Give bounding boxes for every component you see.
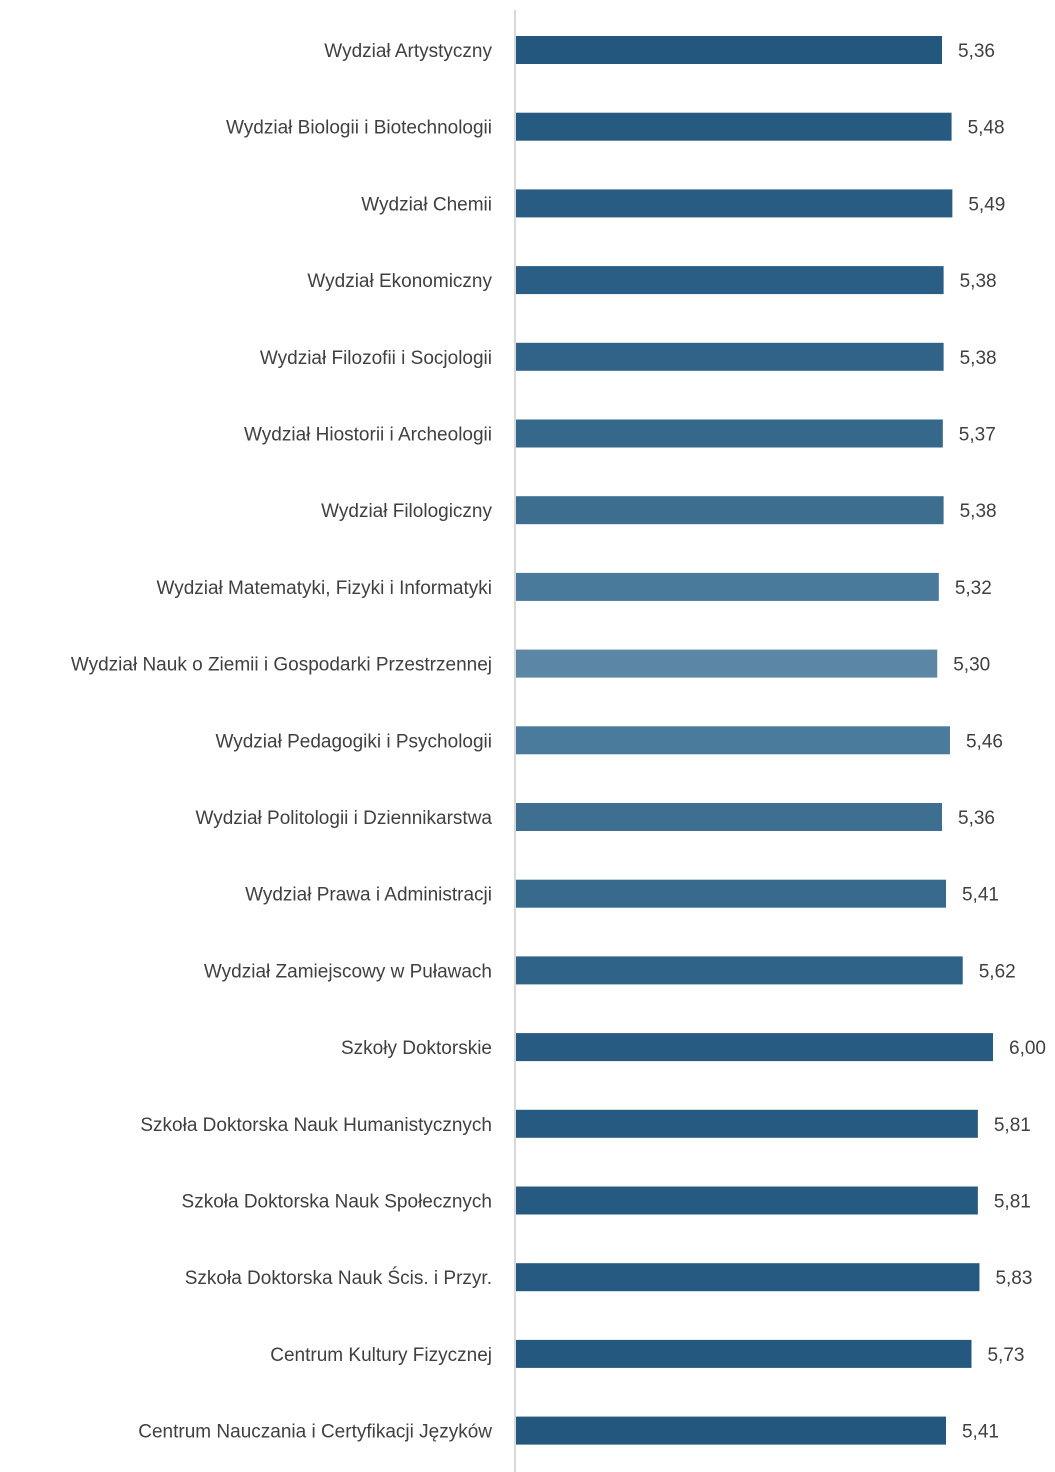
data-label: 5,81 bbox=[994, 1115, 1031, 1136]
data-label: 5,48 bbox=[968, 118, 1005, 139]
data-label: 5,37 bbox=[959, 425, 996, 446]
data-label: 5,36 bbox=[958, 41, 995, 62]
bar bbox=[515, 266, 944, 295]
category-label: Wydział Zamiejscowy w Puławach bbox=[204, 961, 492, 982]
data-label: 5,38 bbox=[960, 348, 997, 369]
bars-layer bbox=[515, 36, 993, 1445]
bar bbox=[515, 1263, 980, 1292]
category-label: Wydział Ekonomiczny bbox=[307, 271, 492, 292]
bar bbox=[515, 572, 939, 601]
data-label: 5,41 bbox=[962, 1422, 999, 1443]
category-label: Szkoła Doktorska Nauk Społecznych bbox=[182, 1192, 492, 1213]
bar bbox=[515, 342, 944, 371]
data-label: 5,83 bbox=[995, 1268, 1032, 1289]
data-label: 6,00 bbox=[1009, 1038, 1046, 1059]
category-label: Wydział Pedagogiki i Psychologii bbox=[215, 731, 492, 752]
data-label: 5,38 bbox=[960, 271, 997, 292]
bar bbox=[515, 879, 946, 908]
bar bbox=[515, 1416, 946, 1445]
category-label: Szkoła Doktorska Nauk Ścis. i Przyr. bbox=[185, 1267, 492, 1289]
bar bbox=[515, 803, 943, 831]
category-label: Wydział Biologii i Biotechnologii bbox=[226, 118, 492, 139]
category-label: Szkoły Doktorskie bbox=[341, 1038, 492, 1059]
bar bbox=[515, 419, 943, 448]
bar bbox=[515, 112, 952, 141]
value-labels-layer: 5,36 5,48 5,49 5,38 5,38 5,37 5,38 5,32 5,30 5,46… bbox=[953, 41, 1046, 1443]
data-label: 5,36 bbox=[958, 808, 995, 829]
category-label: Centrum Kultury Fizycznej bbox=[270, 1345, 492, 1366]
data-label: 5,38 bbox=[960, 501, 997, 522]
bar bbox=[515, 496, 944, 525]
category-labels-layer: Wydział Artystyczny Wydział Biologii i Bi… bbox=[71, 41, 493, 1443]
data-label: 5,62 bbox=[979, 961, 1016, 982]
bar bbox=[515, 1109, 978, 1138]
category-label: Wydział Nauk o Ziemii i Gospodarki Przes… bbox=[71, 655, 492, 676]
data-label: 5,32 bbox=[955, 578, 992, 599]
bar bbox=[515, 189, 953, 218]
category-label: Wydział Hiostorii i Archeologii bbox=[244, 425, 492, 446]
category-label: Wydział Artystyczny bbox=[324, 41, 492, 62]
data-label: 5,49 bbox=[968, 194, 1005, 215]
category-label: Wydział Filologiczny bbox=[321, 501, 492, 522]
bar bbox=[515, 956, 963, 985]
category-label: Centrum Nauczania i Certyfikacji Języków bbox=[138, 1422, 492, 1443]
category-label: Wydział Politologii i Dziennikarstwa bbox=[195, 808, 492, 829]
bar bbox=[515, 726, 950, 755]
data-label: 5,30 bbox=[953, 655, 990, 676]
category-label: Wydział Matematyki, Fizyki i Informatyki bbox=[156, 578, 492, 599]
category-label: Wydział Chemii bbox=[361, 194, 492, 215]
category-label: Wydział Filozofii i Socjologii bbox=[260, 348, 492, 369]
data-label: 5,73 bbox=[987, 1345, 1024, 1366]
bar bbox=[515, 36, 943, 64]
data-label: 5,81 bbox=[994, 1192, 1031, 1213]
bar bbox=[515, 1186, 978, 1215]
category-label: Wydział Prawa i Administracji bbox=[245, 885, 492, 906]
bar bbox=[515, 1339, 972, 1368]
category-label: Szkoła Doktorska Nauk Humanistycznych bbox=[140, 1115, 492, 1136]
bar bbox=[515, 649, 938, 678]
bar bbox=[515, 1033, 993, 1062]
data-label: 5,41 bbox=[962, 885, 999, 906]
data-label: 5,46 bbox=[966, 731, 1003, 752]
